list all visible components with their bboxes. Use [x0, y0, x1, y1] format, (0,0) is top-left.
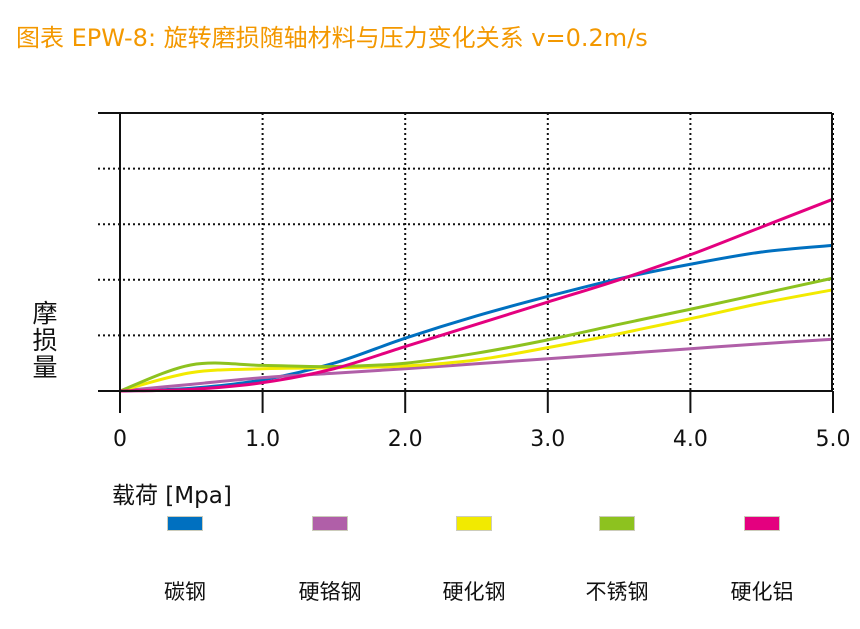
chart-title: 图表 EPW-8: 旋转磨损随轴材料与压力变化关系 v=0.2m/s	[16, 24, 648, 52]
series-line	[119, 243, 834, 393]
legend-label: 碳钢	[164, 580, 206, 604]
legend-label: 不锈钢	[585, 580, 649, 604]
x-tick-labels: 0 1.0 2.0 3.0 4.0 5.0	[113, 427, 851, 452]
legend-label: 硬化铝	[730, 580, 794, 604]
axes	[98, 112, 834, 413]
legend-swatch	[312, 516, 348, 531]
series-lines	[119, 197, 834, 393]
x-axis-label: 载荷 [Mpa]	[112, 483, 232, 509]
x-tick-label: 0	[113, 427, 127, 452]
series-line	[119, 197, 834, 393]
legend-label: 硬化钢	[442, 580, 506, 604]
x-tick-label: 2.0	[388, 427, 423, 452]
legend-label: 硬铬钢	[298, 580, 362, 604]
legend-swatch	[167, 516, 203, 531]
legend-swatch	[599, 516, 635, 531]
series-line	[119, 337, 834, 393]
legend-swatch	[744, 516, 780, 531]
grid	[98, 113, 834, 391]
y-axis-label: 摩损量	[29, 300, 58, 381]
x-tick-label: 4.0	[673, 427, 708, 452]
series-line	[119, 276, 834, 393]
series-line	[119, 288, 834, 393]
x-tick-label: 1.0	[245, 427, 280, 452]
x-tick-label: 5.0	[816, 427, 851, 452]
x-tick-label: 3.0	[530, 427, 565, 452]
legend-swatch	[456, 516, 492, 531]
